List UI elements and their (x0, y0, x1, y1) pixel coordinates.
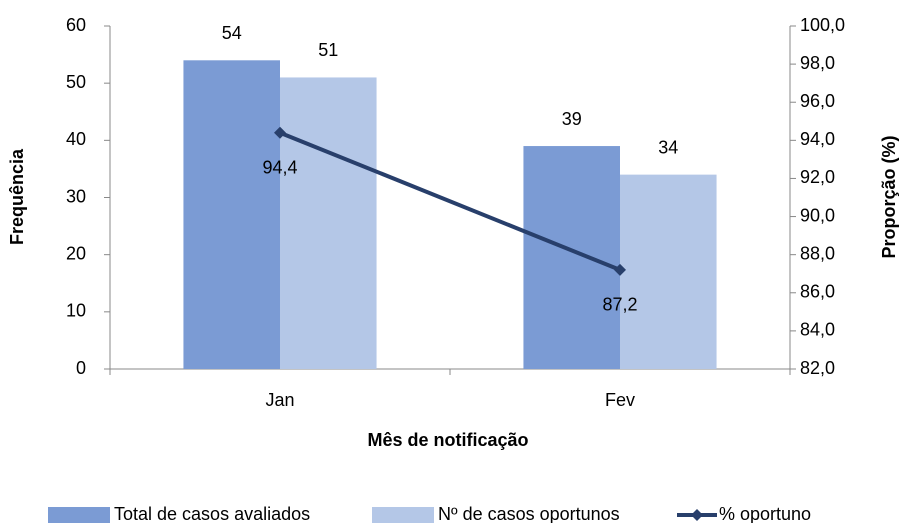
y-tick-label: 0 (76, 358, 86, 378)
y-tick-label: 10 (66, 301, 86, 321)
legend-label: % oportuno (719, 504, 811, 523)
y2-tick-label: 86,0 (800, 282, 835, 302)
y2-tick-label: 84,0 (800, 320, 835, 340)
y2-tick-label: 94,0 (800, 129, 835, 149)
y2-tick-label: 92,0 (800, 167, 835, 187)
bar (280, 77, 377, 369)
line-marker (614, 263, 626, 276)
bar-value-label: 54 (222, 23, 242, 43)
x-tick-label: Jan (265, 390, 294, 410)
y2-tick-label: 98,0 (800, 53, 835, 73)
y2-tick-label: 88,0 (800, 243, 835, 263)
y-tick-label: 40 (66, 129, 86, 149)
bar-value-label: 39 (562, 109, 582, 129)
y2-tick-label: 100,0 (800, 15, 845, 35)
bar (620, 174, 717, 369)
line-marker (274, 126, 286, 139)
y2-axis-title: Proporção (%) (879, 135, 899, 258)
y2-tick-label: 82,0 (800, 358, 835, 378)
x-axis-title: Mês de notificação (367, 430, 528, 450)
y-tick-label: 60 (66, 15, 86, 35)
legend-marker (691, 509, 703, 521)
bar (183, 60, 280, 370)
legend-swatch (372, 507, 434, 523)
legend-swatch (48, 507, 110, 523)
y-tick-label: 30 (66, 186, 86, 206)
x-tick-label: Fev (605, 390, 635, 410)
legend-label: Nº de casos oportunos (438, 504, 620, 523)
bar-value-label: 34 (658, 137, 678, 157)
line (279, 130, 621, 272)
bar (523, 146, 620, 369)
y-tick-label: 20 (66, 243, 86, 263)
y2-tick-label: 90,0 (800, 205, 835, 225)
y-tick-label: 50 (66, 72, 86, 92)
y2-tick-label: 96,0 (800, 91, 835, 111)
line-value-label: 87,2 (602, 295, 637, 315)
legend-label: Total de casos avaliados (114, 504, 310, 523)
bar-value-label: 51 (318, 40, 338, 60)
line-value-label: 94,4 (262, 157, 297, 177)
y-axis-title: Frequência (7, 148, 27, 245)
